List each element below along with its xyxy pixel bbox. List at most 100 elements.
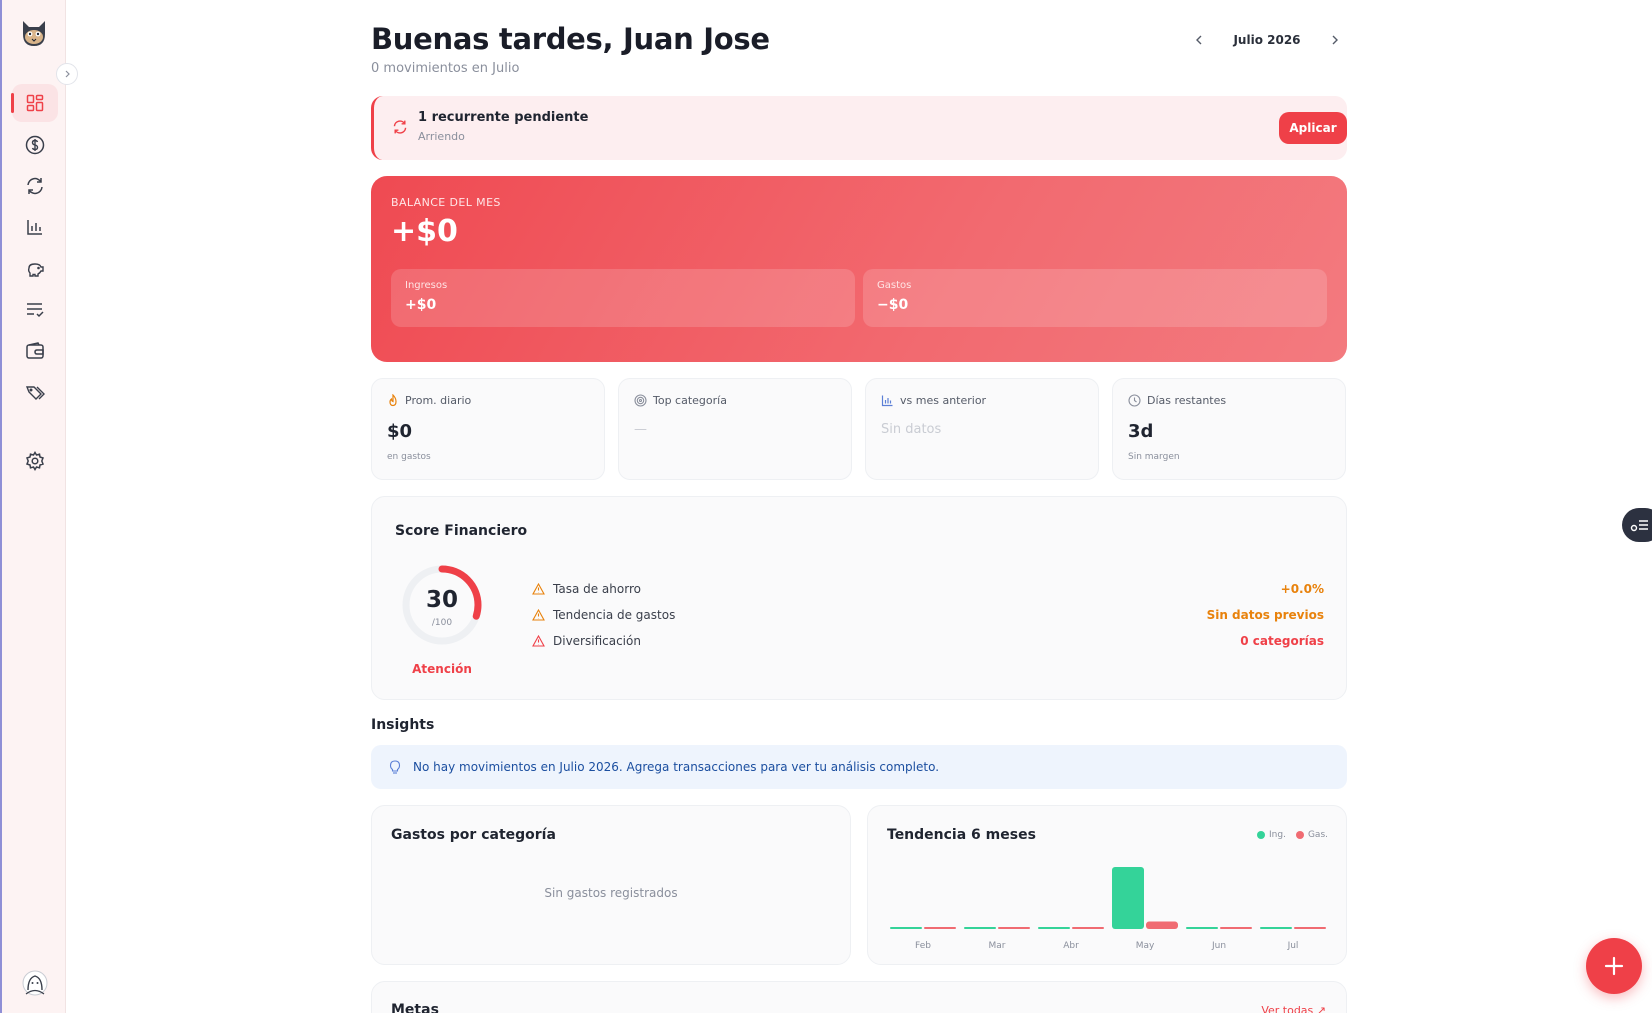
dashboard-icon (26, 94, 44, 112)
bar-income-feb (890, 927, 922, 929)
sidebar-item-settings[interactable] (12, 442, 58, 480)
stat-label: Días restantes (1147, 394, 1227, 407)
sidebar-item-savings[interactable] (12, 250, 58, 288)
sidebar-item-recurring[interactable] (12, 167, 58, 205)
next-month-button[interactable] (1323, 28, 1347, 52)
page-title: Buenas tardes, Juan Jose (371, 22, 770, 56)
prev-month-button[interactable] (1187, 28, 1211, 52)
trend-panel: Tendencia 6 meses Ing. Gas. Feb Mar Abr May… (867, 805, 1347, 965)
income-label: Ingresos (405, 280, 448, 291)
legend-expense: Gas. (1295, 830, 1328, 840)
piggy-bank-icon (27, 263, 44, 277)
stat-value: $0 (387, 421, 413, 442)
warning-icon (532, 583, 545, 595)
bar-expense-may (1146, 921, 1178, 929)
metric-name: Diversificación (553, 634, 641, 648)
insights-title: Insights (371, 717, 435, 733)
sidebar-item-dashboard[interactable] (11, 84, 58, 122)
stat-value: 3d (1128, 421, 1154, 442)
stat-top-category: Top categoría — (618, 378, 852, 480)
goals-title: Metas (391, 1002, 439, 1013)
chevron-right-icon (65, 70, 70, 78)
chevron-right-icon (1332, 35, 1338, 45)
stat-label: vs mes anterior (900, 394, 987, 407)
bar-expense-jun (1220, 927, 1252, 929)
apply-recurring-button[interactable]: Aplicar (1279, 112, 1347, 144)
x-tick-label: May (1136, 941, 1155, 951)
bar-income-abr (1038, 927, 1070, 929)
sidebar-item-reports[interactable] (12, 208, 58, 246)
score-title: Score Financiero (395, 523, 528, 539)
stat-days-remaining: Días restantes 3d Sin margen (1112, 378, 1346, 480)
stat-label: Top categoría (653, 394, 727, 407)
trend-chart: Feb Mar Abr May Jun Jul (890, 867, 1326, 951)
metric-name: Tendencia de gastos (553, 608, 676, 622)
target-icon (634, 394, 647, 407)
income-card: Ingresos +$0 (391, 269, 855, 327)
stat-footnote: Sin margen (1128, 452, 1180, 462)
score-gauge (402, 565, 482, 645)
expense-value: −$0 (877, 297, 909, 313)
empty-state: Sin gastos registrados (544, 886, 678, 900)
lightbulb-icon (389, 759, 401, 774)
user-avatar[interactable] (22, 970, 48, 996)
bar-income-may (1112, 867, 1144, 929)
balance-value: +$0 (391, 214, 458, 249)
cat-logo-icon[interactable] (20, 18, 48, 48)
x-tick-label: Jul (1287, 941, 1299, 951)
recurring-alert: 1 recurrente pendiente Arriendo Aplicar (371, 96, 1347, 160)
sidebar-item-transactions[interactable] (12, 126, 58, 164)
plus-icon (1604, 956, 1624, 976)
sidebar-item-categories[interactable] (12, 374, 58, 412)
expenses-by-category-panel: Gastos por categoría Sin gastos registra… (371, 805, 851, 965)
recurring-title: 1 recurrente pendiente (418, 110, 589, 125)
metric-value: Sin datos previos (1206, 608, 1324, 622)
chart-legend: Ing. Gas. (1257, 830, 1328, 840)
bar-chart-icon (27, 220, 42, 235)
add-transaction-button[interactable] (1586, 938, 1642, 994)
balance-card: BALANCE DEL MES +$0 Ingresos +$0 Gastos … (371, 176, 1347, 362)
refresh-icon (27, 177, 43, 195)
bar-income-mar (964, 927, 996, 929)
bar-income-jun (1186, 927, 1218, 929)
dollar-circle-icon (25, 135, 45, 155)
gear-icon (26, 451, 44, 471)
sidebar-item-wallets[interactable] (12, 332, 58, 370)
refresh-icon (392, 119, 408, 139)
chevron-left-icon (1196, 35, 1202, 45)
bar-expense-jul (1294, 927, 1326, 929)
recurring-subtitle: Arriendo (418, 130, 465, 143)
financial-score-card: Score Financiero 30 /100 Atención Tasa d… (371, 496, 1347, 700)
bar-chart-icon (881, 395, 893, 407)
bar-expense-mar (998, 927, 1030, 929)
balance-label: BALANCE DEL MES (391, 196, 501, 209)
stat-value: Sin datos (881, 422, 942, 437)
floating-tools-button[interactable] (1622, 508, 1652, 542)
sidebar-item-budgets[interactable] (12, 291, 58, 329)
score-metric-diversification: Diversificación 0 categorías (532, 631, 1324, 651)
x-tick-label: Jun (1211, 941, 1226, 951)
stat-label: Prom. diario (405, 394, 472, 407)
page-subtitle: 0 movimientos en Julio (371, 61, 520, 76)
bar-income-jul (1260, 927, 1292, 929)
warning-icon (532, 609, 545, 621)
sidebar-collapse-button[interactable] (56, 63, 78, 85)
score-metric-savings-rate: Tasa de ahorro +0.0% (532, 579, 1324, 599)
insight-message: No hay movimientos en Julio 2026. Agrega… (371, 745, 1347, 789)
view-all-goals-link[interactable]: Ver todas ↗ (1261, 1004, 1326, 1013)
insight-text: No hay movimientos en Julio 2026. Agrega… (413, 760, 940, 774)
score-max: /100 (431, 618, 453, 628)
stat-vs-previous-month: vs mes anterior Sin datos (865, 378, 1099, 480)
stat-footnote: en gastos (387, 452, 431, 462)
bar-expense-feb (924, 927, 956, 929)
metric-value: 0 categorías (1240, 634, 1324, 648)
bar-expense-abr (1072, 927, 1104, 929)
clock-icon (1128, 394, 1141, 407)
score-value: 30 (425, 587, 458, 613)
x-tick-label: Mar (989, 941, 1006, 951)
metric-name: Tasa de ahorro (553, 582, 641, 596)
x-tick-label: Feb (915, 941, 931, 951)
income-value: +$0 (405, 297, 437, 313)
panel-title: Gastos por categoría (391, 827, 556, 843)
toggle-settings-icon (1630, 520, 1648, 532)
